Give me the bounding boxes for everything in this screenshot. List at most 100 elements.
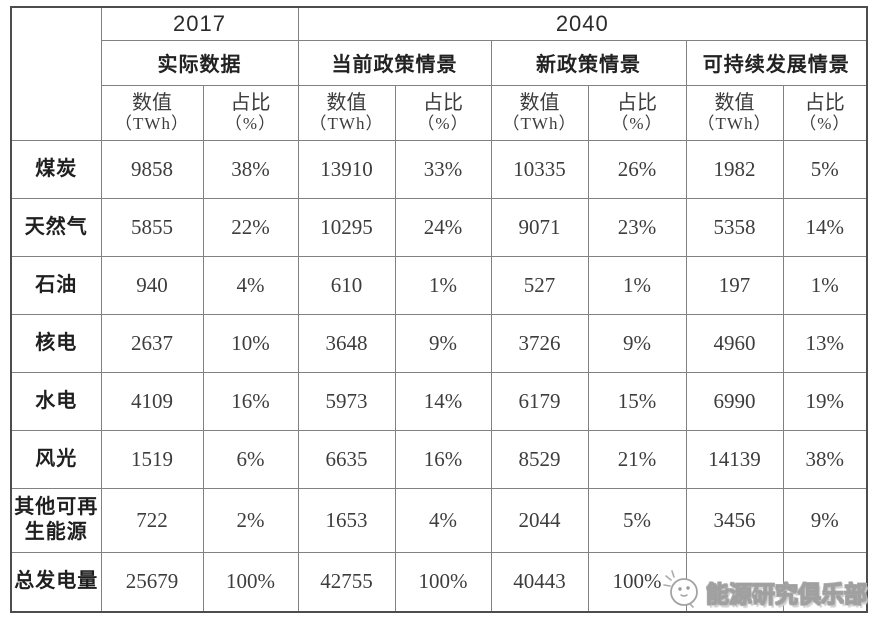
value-cell: 4109: [100, 371, 204, 431]
value-cell: 10335: [490, 139, 589, 199]
metric-value-line1: 数值: [519, 91, 560, 114]
metric-header-value: 数值 （TWh）: [100, 84, 204, 141]
value-cell: 1519: [100, 429, 204, 489]
value-cell: 6179: [490, 371, 589, 431]
metric-value-line2: （TWh）: [502, 114, 577, 134]
metric-value-line2: （TWh）: [115, 114, 189, 134]
row-label: 石油: [10, 255, 102, 315]
share-cell: 38%: [202, 139, 299, 199]
share-cell: 1%: [394, 255, 492, 315]
value-cell: 527: [490, 255, 589, 315]
share-cell: 4%: [394, 487, 492, 553]
share-cell: 33%: [394, 139, 492, 199]
row-label: 总发电量: [10, 551, 102, 613]
metric-share-line2: （%）: [799, 114, 851, 134]
scenario-header-actual: 实际数据: [100, 39, 299, 86]
scenario-header-new-policies: 新政策情景: [490, 39, 687, 86]
metric-share-line1: 占比: [617, 91, 658, 114]
value-cell: 940: [100, 255, 204, 315]
table-row-oil: 石油 940 4% 610 1% 527 1% 197 1%: [10, 255, 868, 315]
metric-share-line2: （%）: [417, 114, 469, 134]
value-cell: 5973: [297, 371, 396, 431]
metric-share-line1: 占比: [804, 91, 845, 114]
metric-value-line1: 数值: [132, 91, 172, 114]
share-cell: 19%: [782, 371, 868, 431]
metric-share-line2: （%）: [224, 114, 277, 134]
share-cell: 6%: [202, 429, 299, 489]
value-cell: 1982: [685, 139, 784, 199]
metric-value-line2: （TWh）: [697, 114, 772, 134]
share-cell: 16%: [394, 429, 492, 489]
header-row-metrics: 数值 （TWh） 占比 （%） 数值 （TWh） 占比 （%） 数值 （TWh）…: [11, 84, 868, 141]
share-cell: 38%: [782, 429, 868, 489]
row-label: 水电: [10, 371, 102, 431]
header-row-years: 2017 2040: [10, 6, 868, 141]
metric-header-share: 占比 （%）: [782, 84, 868, 141]
value-cell-obscured: [685, 551, 784, 613]
share-cell: 24%: [394, 197, 492, 257]
metric-header-value: 数值 （TWh）: [490, 84, 589, 141]
share-cell: 23%: [587, 197, 687, 257]
share-cell: 14%: [394, 371, 492, 431]
value-cell: 4960: [685, 313, 784, 373]
scenario-header-sustainable: 可持续发展情景: [685, 39, 868, 86]
scenario-header-current-policies: 当前政策情景: [297, 39, 492, 86]
value-cell: 5855: [100, 197, 204, 257]
share-cell: 9%: [587, 313, 687, 373]
header-row-scenarios: 实际数据 当前政策情景 新政策情景 可持续发展情景: [11, 39, 868, 86]
share-cell: 22%: [202, 197, 299, 257]
share-cell: 5%: [587, 487, 687, 553]
metric-share-line2: （%）: [611, 114, 663, 134]
table-row-gas: 天然气 5855 22% 10295 24% 9071 23% 5358 14%: [10, 197, 868, 257]
share-cell: 14%: [782, 197, 868, 257]
value-cell: 2637: [100, 313, 204, 373]
share-cell: 5%: [782, 139, 868, 199]
metric-value-line2: （TWh）: [309, 114, 384, 134]
value-cell: 197: [685, 255, 784, 315]
value-cell: 610: [297, 255, 396, 315]
table-row-coal: 煤炭 9858 38% 13910 33% 10335 26% 1982 5%: [10, 139, 868, 199]
metric-share-line1: 占比: [230, 91, 271, 114]
table-row-wind-solar: 风光 1519 6% 6635 16% 8529 21% 14139 38%: [10, 429, 868, 489]
share-cell: 100%: [202, 551, 299, 613]
row-label: 核电: [10, 313, 102, 373]
value-cell: 10295: [297, 197, 396, 257]
share-cell: 100%: [587, 551, 687, 613]
value-cell: 2044: [490, 487, 589, 553]
share-cell: 2%: [202, 487, 299, 553]
metric-header-share: 占比 （%）: [202, 84, 299, 141]
energy-generation-table: 2017 2040 实际数据 当前政策情景 新政策情景 可持续发展情景 数值 （…: [10, 6, 869, 613]
row-label: 煤炭: [10, 139, 102, 199]
value-cell: 1653: [297, 487, 396, 553]
corner-cell: [10, 6, 102, 141]
value-cell: 8529: [490, 429, 589, 489]
table-row-nuclear: 核电 2637 10% 3648 9% 3726 9% 4960 13%: [10, 313, 868, 373]
share-cell: 4%: [202, 255, 299, 315]
value-cell: 6990: [685, 371, 784, 431]
value-cell: 5358: [685, 197, 784, 257]
share-cell: 9%: [782, 487, 868, 553]
share-cell: 15%: [587, 371, 687, 431]
table-row-total-generation: 总发电量 25679 100% 42755 100% 40443 100%: [10, 551, 868, 613]
row-label: 其他可再生能源: [10, 487, 102, 553]
value-cell: 3456: [685, 487, 784, 553]
metric-share-line1: 占比: [423, 91, 464, 114]
value-cell: 42755: [297, 551, 396, 613]
share-cell-obscured: [782, 551, 868, 613]
table-row-hydro: 水电 4109 16% 5973 14% 6179 15% 6990 19%: [10, 371, 868, 431]
row-label: 天然气: [10, 197, 102, 257]
share-cell: 21%: [587, 429, 687, 489]
year-header-2017: 2017: [100, 6, 299, 41]
share-cell: 26%: [587, 139, 687, 199]
share-cell: 100%: [394, 551, 492, 613]
value-cell: 13910: [297, 139, 396, 199]
value-cell: 14139: [685, 429, 784, 489]
metric-header-share: 占比 （%）: [394, 84, 492, 141]
share-cell: 16%: [202, 371, 299, 431]
value-cell: 9858: [100, 139, 204, 199]
value-cell: 40443: [490, 551, 589, 613]
metric-value-line1: 数值: [326, 91, 367, 114]
share-cell: 1%: [587, 255, 687, 315]
metric-header-value: 数值 （TWh）: [685, 84, 784, 141]
